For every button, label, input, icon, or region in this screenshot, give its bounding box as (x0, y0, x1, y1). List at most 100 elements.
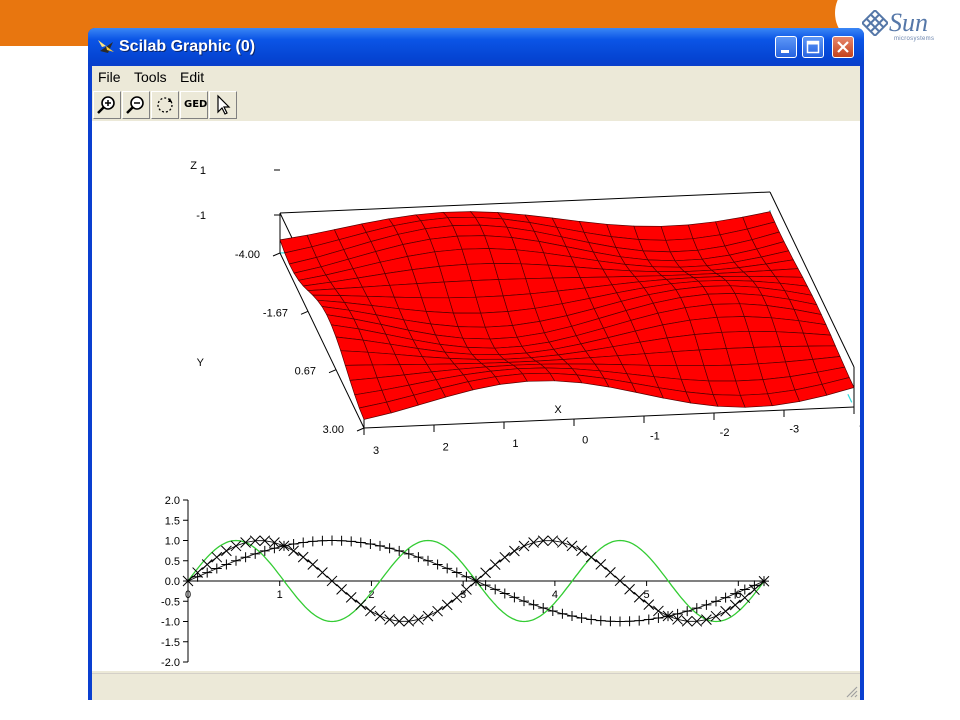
surface-patch (442, 211, 476, 219)
series-sinx-marker (538, 603, 549, 614)
surface-patch (748, 330, 782, 348)
series-sinx-marker (749, 580, 760, 591)
menu-edit[interactable]: Edit (180, 69, 205, 85)
resize-grip-icon[interactable] (844, 684, 858, 698)
rotate-button[interactable] (151, 91, 179, 119)
surface-mesh (279, 211, 855, 420)
y-tick (300, 310, 309, 315)
series-sinx-marker (240, 552, 251, 563)
surface-patch (498, 278, 531, 297)
series-sinx-marker (432, 559, 443, 570)
series-sinx-marker (615, 616, 625, 627)
sun-logo: Sun microsystems (862, 8, 946, 48)
surface-patch (334, 286, 368, 297)
series-sinx-marker (605, 616, 616, 627)
series-sinx-marker (355, 537, 366, 548)
surface-patch (689, 316, 723, 335)
series-sinx-marker (547, 606, 558, 617)
series-sinx-marker (461, 571, 472, 582)
series-sinx-marker (298, 537, 309, 548)
series-sin2x-marker (701, 614, 712, 625)
minimize-button[interactable] (775, 36, 797, 58)
surface-patch (434, 248, 468, 267)
series-sinx-marker (509, 592, 520, 603)
series-sinx-marker (653, 613, 664, 624)
series-sin2x-marker (182, 575, 194, 587)
series-sin2x-marker (201, 559, 213, 570)
surface-patch (743, 316, 777, 333)
surface-patch (802, 332, 836, 347)
status-bar (92, 673, 860, 700)
menu-file[interactable]: File (98, 69, 121, 85)
series-sin2x-marker (345, 592, 357, 603)
series-sinx-marker (317, 535, 328, 546)
z-tick-label: -1 (196, 210, 206, 222)
maximize-button[interactable] (802, 36, 824, 58)
z-axis-label: Z (190, 160, 197, 172)
series-sin2x-marker (317, 567, 328, 578)
surface-patch (633, 225, 667, 241)
x-tick-label: 0 (582, 434, 588, 446)
surface-patch (617, 353, 650, 366)
series-sinx-marker (451, 567, 462, 578)
pointer-button[interactable] (209, 91, 237, 119)
surface-patch (702, 285, 736, 295)
series-sin2x-marker (192, 567, 203, 578)
surface-patch (448, 296, 482, 314)
series-sin2x-marker (336, 583, 347, 595)
series-sinx-marker (423, 555, 433, 566)
series-sinx-marker (557, 608, 568, 619)
series-sinx-marker (739, 584, 750, 595)
series-sinx-marker (730, 588, 741, 599)
line-x-tick-label: 4 (552, 589, 558, 601)
series-sinx-marker (643, 614, 654, 625)
surface-patch (520, 263, 554, 280)
surface-patch (589, 355, 623, 365)
line-y-tick-label: -1.0 (161, 617, 180, 629)
series-sin2x-marker (518, 540, 530, 552)
series-sinx-marker (567, 611, 577, 622)
series-sin2x-marker (614, 575, 626, 587)
ged-button[interactable]: GED (180, 91, 208, 119)
box-edge-top-right (769, 191, 855, 368)
y-axis-line (279, 252, 365, 429)
series-sin2x-marker (653, 605, 664, 617)
series-sin2x-marker (307, 559, 319, 570)
series-sinx-marker (346, 536, 357, 547)
close-button[interactable] (832, 36, 854, 58)
series-sin2x-marker (557, 537, 568, 548)
zoom-in-icon (97, 96, 115, 114)
line-y-tick-label: 0.5 (165, 556, 180, 568)
zoom-in-button[interactable] (93, 91, 121, 119)
surface-patch (452, 224, 486, 237)
pointer-icon (217, 94, 231, 115)
surface-patch (821, 377, 855, 396)
x-tick-label: -3 (789, 424, 799, 436)
scilab-graphic-window: Scilab Graphic (0) File Tools Edit (88, 28, 869, 700)
series-sin2x-marker (489, 559, 501, 571)
surface-patch (462, 337, 496, 349)
series-sin2x-marker (221, 545, 232, 557)
line-x-tick-label: 6 (735, 589, 741, 601)
series-sin2x-marker (720, 605, 731, 617)
sun-logo-icon (862, 10, 888, 36)
series-sin2x-marker (605, 567, 616, 578)
series-sinx-marker (586, 614, 597, 625)
menu-tools[interactable]: Tools (134, 69, 167, 85)
surface-patch (703, 364, 737, 382)
series-sin2x-marker (249, 535, 261, 547)
series-sinx-marker (336, 535, 347, 546)
series-sinx-marker (490, 584, 501, 595)
surface-patch (466, 263, 500, 281)
surface-patch (711, 303, 745, 318)
series-sinx-marker (480, 580, 491, 591)
zoom-out-button[interactable] (122, 91, 150, 119)
surface-patch (735, 379, 769, 396)
y-axis-label: Y (197, 357, 205, 369)
series-sin2x-marker (566, 540, 578, 552)
title-bar[interactable]: Scilab Graphic (0) (88, 28, 864, 66)
series-sin2x-marker (633, 591, 645, 603)
surface-patch (470, 279, 504, 298)
series-sinx-marker (250, 548, 261, 559)
graphic-canvas[interactable]: Z1-1-4.00-1.670.673.00Y3210-1-2-3-4X2.01… (92, 121, 869, 671)
